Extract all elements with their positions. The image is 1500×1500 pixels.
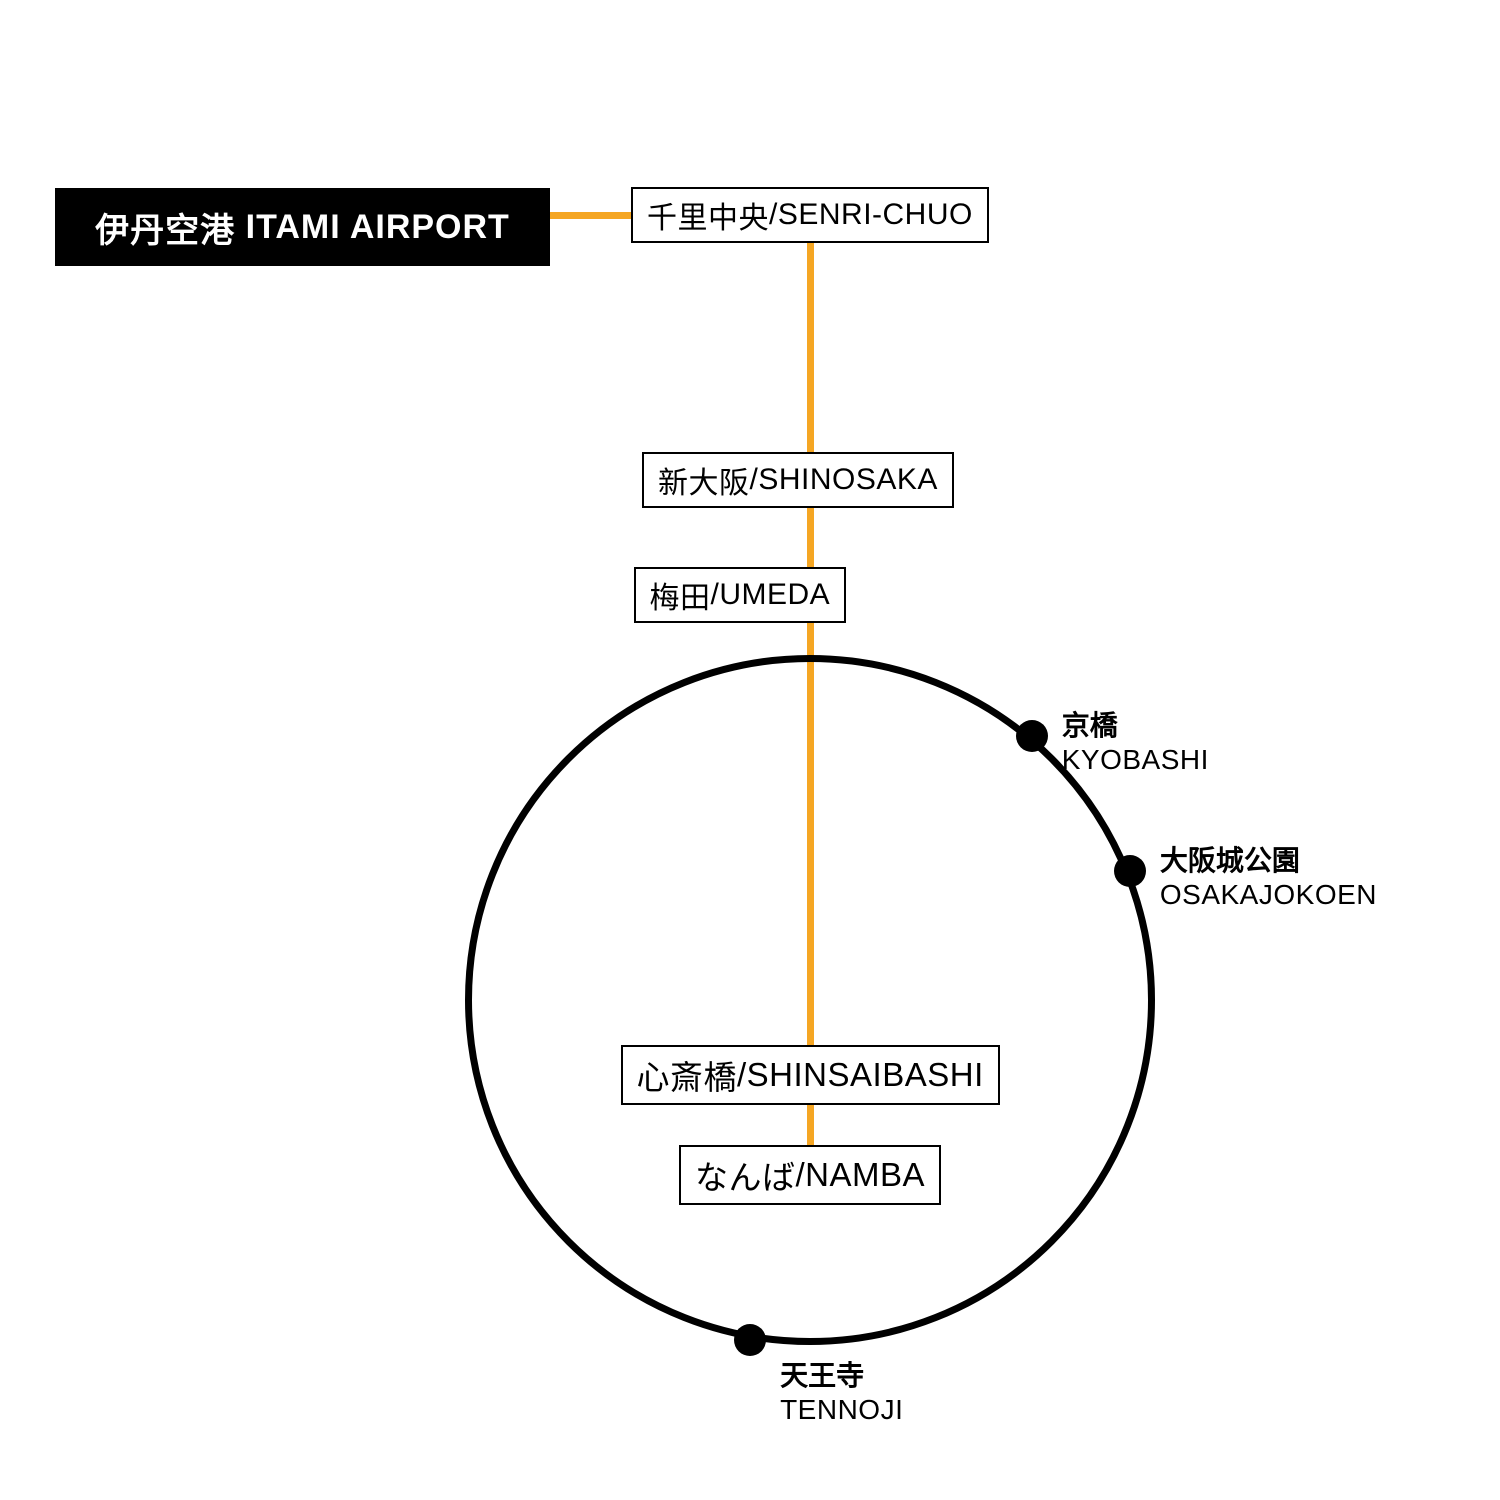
osaka-loop-line: [465, 655, 1155, 1345]
station-label-jp: 新大阪: [658, 458, 750, 502]
station-label-osakajokoen: 大阪城公園OSAKAJOKOEN: [1160, 839, 1377, 911]
station-label-en: SENRI-CHUO: [778, 198, 973, 232]
station-label-jp: 心斎橋: [637, 1051, 738, 1099]
airport-label-en: ITAMI AIRPORT: [246, 208, 510, 247]
station-label-en: UMEDA: [719, 578, 830, 612]
transit-diagram: 伊丹空港 ITAMI AIRPORT 千里中央 / SENRI-CHUO 新大阪 …: [0, 0, 1500, 1500]
airport-label-jp: 伊丹空港: [95, 203, 235, 252]
station-label-en: KYOBASHI: [1062, 744, 1209, 776]
station-shinosaka: 新大阪 / SHINOSAKA: [642, 452, 954, 508]
station-dot-kyobashi: [1016, 720, 1048, 752]
station-umeda: 梅田 / UMEDA: [634, 567, 847, 623]
station-label-jp: 天王寺: [780, 1354, 903, 1394]
station-itami-airport: 伊丹空港 ITAMI AIRPORT: [55, 188, 550, 266]
station-label-jp: 大阪城公園: [1160, 839, 1377, 879]
station-label-tennoji: 天王寺TENNOJI: [780, 1354, 903, 1426]
station-label-jp: 梅田: [650, 573, 711, 617]
station-label-jp: 京橋: [1062, 704, 1209, 744]
station-dot-osakajokoen: [1114, 855, 1146, 887]
station-namba: なんば / NAMBA: [679, 1145, 941, 1205]
station-senri-chuo: 千里中央 / SENRI-CHUO: [631, 187, 989, 243]
station-shinsaibashi: 心斎橋 / SHINSAIBASHI: [621, 1045, 1000, 1105]
station-label-en: SHINSAIBASHI: [747, 1056, 984, 1094]
station-dot-tennoji: [734, 1324, 766, 1356]
station-label-en: OSAKAJOKOEN: [1160, 879, 1377, 911]
station-label-en: TENNOJI: [780, 1394, 903, 1426]
station-label-jp: 千里中央: [647, 193, 769, 237]
station-label-en: SHINOSAKA: [758, 463, 938, 497]
station-label-kyobashi: 京橋KYOBASHI: [1062, 704, 1209, 776]
station-label-jp: なんば: [695, 1151, 796, 1199]
station-label-en: NAMBA: [805, 1156, 925, 1194]
